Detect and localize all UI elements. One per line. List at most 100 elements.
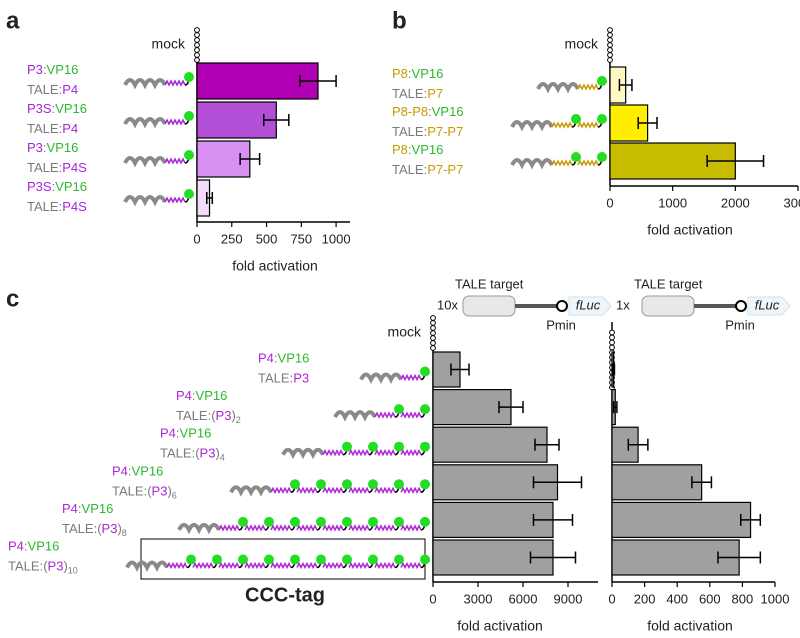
vp16-cartoon bbox=[184, 150, 194, 160]
x-axis-title: fold activation bbox=[647, 618, 733, 634]
category-label: P4:VP16 bbox=[62, 501, 113, 516]
panel-letter: a bbox=[6, 7, 20, 34]
mock-point bbox=[430, 345, 436, 351]
helix-cartoon bbox=[296, 486, 318, 494]
category-label: P3:VP16 bbox=[27, 62, 78, 77]
helix-cartoon bbox=[270, 561, 292, 570]
helix-cartoon bbox=[400, 373, 422, 382]
helix-cartoon bbox=[166, 561, 188, 570]
mock-point bbox=[194, 32, 200, 38]
vp16-cartoon bbox=[186, 554, 196, 565]
helix-cartoon bbox=[374, 486, 396, 494]
category-label: P8-P8:VP16 bbox=[392, 104, 464, 119]
tale-cartoon bbox=[123, 78, 167, 90]
helix-cartoon bbox=[400, 411, 422, 419]
construct-label: TALE target bbox=[455, 276, 524, 291]
vp16-cartoon bbox=[238, 554, 248, 565]
reporter-label: fLuc bbox=[755, 297, 780, 312]
mock-point bbox=[194, 52, 200, 58]
x-tick-label: 6000 bbox=[509, 591, 538, 606]
ccc-tag-label: CCC-tag bbox=[245, 584, 325, 606]
x-tick-label: 0 bbox=[606, 195, 613, 210]
category-label: TALE:(P3)8 bbox=[62, 521, 127, 538]
vp16-cartoon bbox=[368, 554, 378, 565]
category-label: TALE:(P3)6 bbox=[112, 484, 177, 501]
category-label: TALE:(P3)10 bbox=[8, 559, 78, 576]
x-tick-label: 0 bbox=[429, 591, 436, 606]
mock-label: mock bbox=[152, 36, 186, 52]
tale-cartoon bbox=[229, 485, 273, 497]
category-label: P4:VP16 bbox=[176, 389, 227, 404]
x-tick-label: 1000 bbox=[761, 591, 790, 606]
vp16-cartoon bbox=[368, 441, 378, 452]
vp16-cartoon bbox=[394, 554, 404, 565]
mock-point bbox=[430, 325, 436, 331]
helix-cartoon bbox=[551, 121, 573, 129]
helix-cartoon bbox=[551, 159, 573, 167]
x-tick-label: 3000 bbox=[784, 195, 800, 210]
mock-point bbox=[607, 37, 613, 43]
x-tick-label: 0 bbox=[193, 231, 200, 246]
vp16-cartoon bbox=[571, 114, 581, 124]
x-tick-label: 1000 bbox=[322, 231, 351, 246]
vp16-cartoon bbox=[184, 189, 194, 199]
ccc-tag-box bbox=[140, 538, 426, 580]
helix-cartoon bbox=[322, 524, 344, 532]
vp16-cartoon bbox=[316, 479, 326, 490]
tale-cartoon bbox=[123, 117, 167, 129]
category-label: TALE:P4S bbox=[27, 199, 87, 214]
helix-cartoon bbox=[218, 524, 240, 532]
vp16-cartoon bbox=[264, 516, 274, 527]
vp16-cartoon bbox=[420, 404, 430, 415]
category-label: TALE:P3 bbox=[258, 371, 309, 386]
helix-cartoon bbox=[164, 196, 186, 204]
category-label: TALE:P4 bbox=[27, 121, 78, 136]
tale-cartoon bbox=[281, 447, 325, 460]
helix-cartoon bbox=[322, 561, 344, 570]
x-tick-label: 1000 bbox=[658, 195, 687, 210]
vp16-cartoon bbox=[290, 554, 300, 565]
category-label: P4:VP16 bbox=[112, 464, 163, 479]
vp16-cartoon bbox=[420, 516, 430, 527]
mock-point bbox=[609, 339, 615, 346]
promoter-label: Pmin bbox=[546, 317, 576, 332]
x-tick-label: 200 bbox=[634, 591, 656, 606]
category-label: TALE:P7-P7 bbox=[392, 124, 463, 139]
mock-point bbox=[194, 27, 200, 33]
tale-cartoon bbox=[123, 156, 167, 168]
x-tick-label: 2000 bbox=[721, 195, 750, 210]
helix-cartoon bbox=[218, 561, 240, 570]
promoter-label: Pmin bbox=[725, 317, 755, 332]
vp16-cartoon bbox=[264, 554, 274, 565]
target-box bbox=[641, 295, 695, 317]
vp16-cartoon bbox=[342, 516, 352, 527]
vp16-cartoon bbox=[342, 479, 352, 490]
vp16-cartoon bbox=[342, 554, 352, 565]
tale-cartoon bbox=[123, 195, 167, 207]
x-tick-label: 0 bbox=[608, 591, 615, 606]
bar bbox=[196, 62, 319, 100]
copies-label: 10x bbox=[437, 297, 458, 312]
mock-point bbox=[430, 330, 436, 336]
mock-point bbox=[609, 329, 615, 336]
tale-cartoon bbox=[125, 560, 169, 572]
helix-cartoon bbox=[400, 486, 422, 494]
x-tick-label: 250 bbox=[221, 231, 243, 246]
vp16-cartoon bbox=[316, 516, 326, 527]
mock-point bbox=[609, 344, 615, 351]
vp16-cartoon bbox=[597, 76, 607, 86]
category-label: P4:VP16 bbox=[160, 426, 211, 441]
panel-letter: b bbox=[392, 7, 407, 34]
helix-cartoon bbox=[296, 524, 318, 532]
helix-cartoon bbox=[577, 159, 599, 167]
vp16-cartoon bbox=[394, 516, 404, 527]
x-axis-title: fold activation bbox=[232, 258, 318, 274]
helix-cartoon bbox=[348, 449, 370, 457]
helix-cartoon bbox=[164, 118, 186, 126]
helix-cartoon bbox=[348, 561, 370, 570]
helix-cartoon bbox=[296, 561, 318, 570]
mock-point bbox=[430, 315, 436, 321]
promoter-circle bbox=[556, 300, 568, 312]
mock-point bbox=[194, 57, 200, 63]
